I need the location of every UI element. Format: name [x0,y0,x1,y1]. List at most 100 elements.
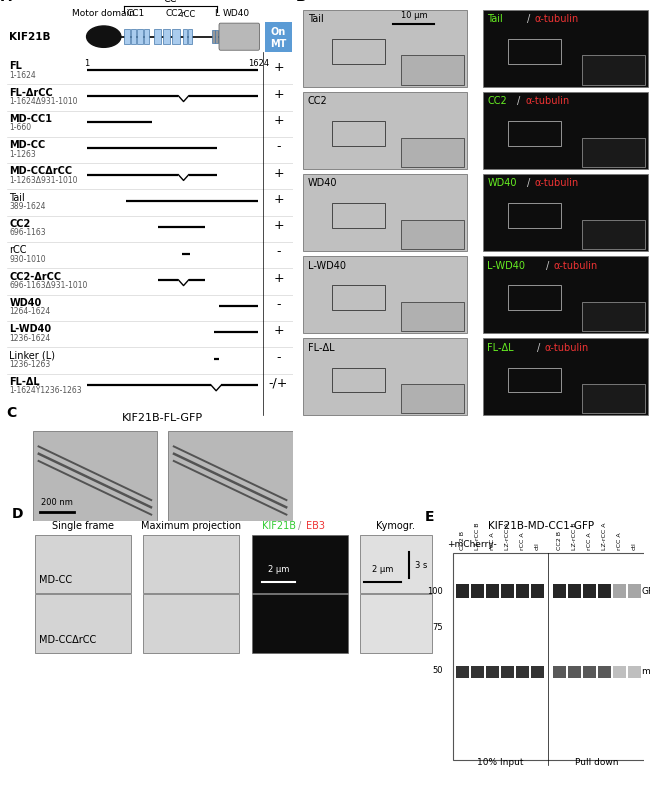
Text: rCC A: rCC A [490,532,495,550]
Text: MD-CC1: MD-CC1 [9,114,53,124]
Bar [302,174,467,251]
Bar [401,384,464,413]
Text: LZ-rCC B: LZ-rCC B [475,523,480,550]
Bar [302,338,467,416]
Text: α-tubulin: α-tubulin [535,179,579,188]
Text: CC: CC [164,0,177,4]
Text: 930-1010: 930-1010 [9,255,46,264]
Bar [172,29,179,44]
Bar [302,9,467,87]
Bar [401,55,464,85]
Bar [453,552,645,760]
Bar [332,285,385,310]
Bar [583,666,596,678]
Bar [456,666,469,678]
Text: CC2 B: CC2 B [460,531,465,550]
Text: +: + [273,272,284,284]
Text: 10% Input: 10% Input [476,758,523,767]
Bar [401,137,464,167]
Text: KIF21B-MD-CC1-GFP: KIF21B-MD-CC1-GFP [488,521,594,531]
Text: 1-660: 1-660 [9,123,31,133]
Text: +: + [273,167,284,179]
Text: -: - [276,246,281,258]
Bar [483,92,648,169]
Text: FL-ΔL: FL-ΔL [488,343,514,352]
Bar [483,338,648,416]
Bar [302,256,467,333]
Text: On: On [271,27,286,37]
Text: α-tubulin: α-tubulin [544,343,589,352]
Text: FL-ΔL: FL-ΔL [9,377,40,387]
Text: +mCherry-: +mCherry- [447,540,497,550]
Text: rCC: rCC [9,246,27,255]
Bar [483,256,648,333]
Text: D: D [12,507,23,521]
Text: 2 μm: 2 μm [372,566,393,574]
Bar [401,302,464,331]
Bar [516,584,529,598]
Bar [471,584,484,598]
Text: L-WD40: L-WD40 [488,261,525,270]
Text: Tail: Tail [308,14,324,24]
Bar [144,29,149,44]
Bar [486,666,499,678]
Text: mCherry: mCherry [642,668,650,676]
Bar [553,666,566,678]
Bar [332,367,385,393]
Bar [188,29,192,44]
Bar [531,584,544,598]
Text: /: / [547,261,550,270]
Bar [137,29,142,44]
Text: LZ-rCC A: LZ-rCC A [505,523,510,550]
Bar [613,666,626,678]
Text: WD40: WD40 [223,9,250,18]
Text: 696-1163: 696-1163 [9,228,46,238]
Text: L-WD40: L-WD40 [9,324,51,334]
Text: KIF21B-FL-GFP: KIF21B-FL-GFP [122,413,203,423]
Text: KIF21B: KIF21B [9,32,51,42]
Bar [143,535,239,593]
FancyBboxPatch shape [219,23,259,51]
Text: -: - [276,298,281,311]
Text: CC1: CC1 [126,9,144,18]
Text: -/+: -/+ [269,377,288,390]
Text: LZ-rCC B: LZ-rCC B [572,523,577,550]
Bar [568,666,581,678]
Text: -: - [276,351,281,363]
Bar [332,203,385,228]
Text: B: B [296,0,306,4]
Text: 1-1624: 1-1624 [9,71,36,80]
Bar [583,584,596,598]
Text: rCC A: rCC A [520,532,525,550]
Text: 1624: 1624 [248,59,268,68]
Bar [215,30,218,43]
Text: LZ-rCC A: LZ-rCC A [602,523,607,550]
Text: CC2: CC2 [488,96,507,106]
Text: WD40: WD40 [9,298,42,308]
Text: Single frame: Single frame [51,521,114,531]
Text: /: / [526,14,530,24]
Text: +: + [273,88,284,100]
Bar [332,39,385,64]
Bar [582,302,645,331]
Text: Pull down: Pull down [575,758,619,767]
Text: 1236-1263: 1236-1263 [9,360,51,369]
Bar [582,55,645,85]
Text: α-tubulin: α-tubulin [525,96,569,106]
Bar [582,384,645,413]
Text: +: + [273,62,284,74]
Text: FL-ΔrCC: FL-ΔrCC [9,88,53,98]
Bar [131,29,136,44]
Text: A: A [1,0,12,4]
Bar [598,666,611,678]
Text: E: E [424,510,434,524]
Bar [332,121,385,146]
Text: CC2: CC2 [308,96,328,106]
Text: 389-1624: 389-1624 [9,202,46,211]
Text: C: C [6,405,17,419]
Text: 10 μm: 10 μm [400,11,427,21]
Bar [252,594,348,653]
Bar [483,174,648,251]
Text: /: / [537,343,540,352]
Text: 1-1624Ȳ1236-1263: 1-1624Ȳ1236-1263 [9,386,82,395]
